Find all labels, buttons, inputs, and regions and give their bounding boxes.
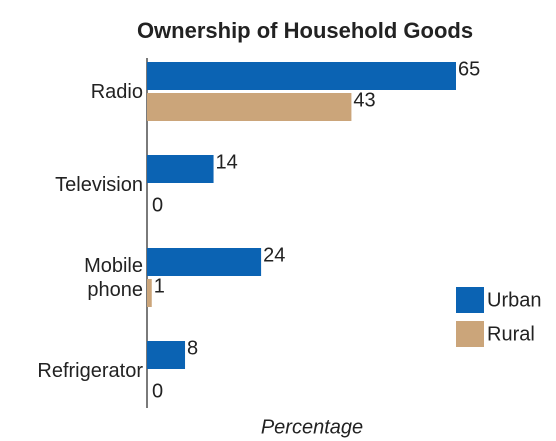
x-axis-label: Percentage	[261, 416, 363, 438]
bar	[147, 155, 214, 183]
legend-swatch	[456, 287, 484, 313]
bar	[147, 341, 186, 369]
legend-label: Rural	[487, 323, 535, 345]
category-label: Refrigerator	[37, 360, 143, 382]
value-label: 1	[154, 275, 165, 297]
value-label: 0	[152, 380, 163, 402]
bar	[147, 93, 352, 121]
bar	[147, 62, 456, 90]
category-label: Television	[55, 174, 143, 196]
legend-swatch	[456, 321, 484, 347]
value-label: 8	[187, 337, 198, 359]
legend-label: Urban	[487, 289, 541, 311]
value-label: 0	[152, 194, 163, 216]
category-label: Mobile phone	[84, 255, 143, 301]
bar	[147, 248, 262, 276]
value-label: 65	[458, 58, 480, 80]
value-label: 24	[263, 244, 285, 266]
category-label: Radio	[90, 81, 143, 103]
value-label: 43	[353, 89, 375, 111]
bar	[147, 279, 152, 307]
value-label: 14	[216, 151, 238, 173]
chart-title: Ownership of Household Goods	[137, 18, 473, 43]
